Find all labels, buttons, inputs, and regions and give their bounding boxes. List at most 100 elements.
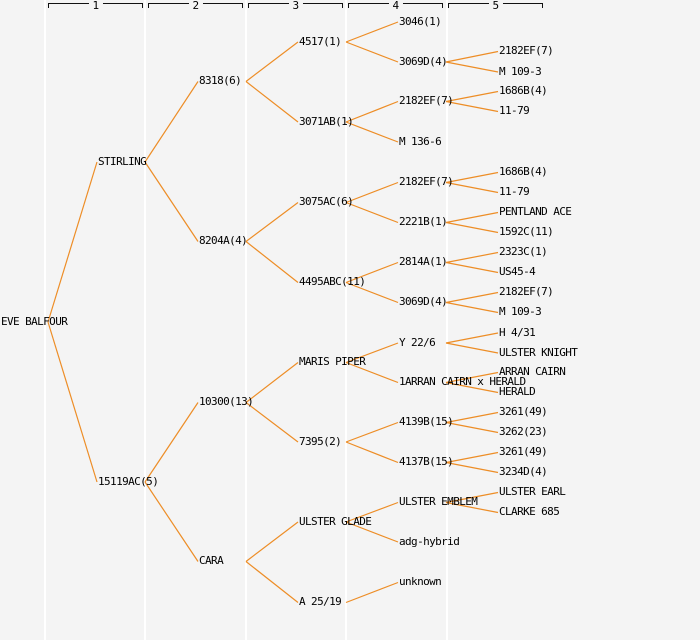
pedigree-edge — [245, 402, 299, 443]
pedigree-edge — [445, 61, 499, 73]
pedigree-edge — [445, 461, 499, 474]
ruler-bracket-gen-4: 4 — [348, 0, 443, 11]
tree-node-n1179-a[interactable]: 11-79 — [499, 104, 530, 117]
pedigree-edge — [445, 501, 499, 514]
tree-node-n2323c[interactable]: 2323C(1) — [499, 245, 548, 258]
tree-node-clarke-685[interactable]: CLARKE 685 — [499, 505, 560, 518]
pedigree-edge — [47, 321, 98, 483]
tree-node-n3261-b[interactable]: 3261(49) — [499, 445, 548, 458]
tree-node-h431[interactable]: H 4/31 — [499, 325, 536, 339]
tree-node-n2221b[interactable]: 2221B(1) — [399, 215, 448, 228]
tree-node-n1179-b[interactable]: 11-79 — [499, 185, 530, 198]
pedigree-edge — [345, 421, 399, 443]
pedigree-edge — [245, 241, 299, 283]
tree-node-ulster-knight[interactable]: ULSTER KNIGHT — [499, 345, 578, 359]
tree-node-n10300[interactable]: 10300(13) — [199, 395, 254, 408]
tree-node-herald[interactable]: HERALD — [499, 385, 536, 398]
ruler-bracket-gen-1: 1 — [48, 0, 143, 11]
pedigree-edge — [445, 181, 499, 194]
tree-node-maris-piper[interactable]: MARIS PIPER — [299, 355, 366, 368]
pedigree-edge — [345, 121, 399, 143]
pedigree-edge — [445, 100, 499, 113]
pedigree-edge — [345, 41, 399, 63]
pedigree-edge — [445, 411, 499, 424]
column-separator — [345, 0, 347, 640]
pedigree-edge — [445, 291, 499, 304]
pedigree-edge — [245, 41, 299, 82]
pedigree-edge — [245, 362, 299, 403]
tree-node-n4137b[interactable]: 4137B(15) — [399, 455, 454, 468]
tree-node-n2182ef-4a[interactable]: 2182EF(7) — [399, 94, 454, 107]
tree-node-n4139b[interactable]: 4139B(15) — [399, 415, 454, 428]
tree-node-y226[interactable]: Y 22/6 — [399, 335, 436, 349]
pedigree-edge — [345, 521, 399, 543]
pedigree-edge — [445, 491, 499, 504]
tree-node-ulster-earl[interactable]: ULSTER EARL — [499, 485, 566, 498]
tree-node-arran-cairn[interactable]: ARRAN CAIRN — [499, 365, 566, 378]
ruler-bracket-gen-5: 5 — [448, 0, 543, 11]
pedigree-edge — [445, 251, 499, 264]
pedigree-edge — [445, 342, 499, 354]
tree-node-n1686b-b[interactable]: 1686B(4) — [499, 165, 548, 178]
tree-node-us45-4[interactable]: US45-4 — [499, 265, 536, 278]
tree-node-m109-3b[interactable]: M 109-3 — [499, 305, 542, 318]
tree-node-n4517[interactable]: 4517(1) — [299, 34, 342, 48]
pedigree-edge — [345, 342, 399, 364]
tree-node-n3046[interactable]: 3046(1) — [399, 14, 442, 28]
tree-node-unknown[interactable]: unknown — [399, 575, 442, 588]
pedigree-edge — [445, 451, 499, 464]
tree-node-a2519[interactable]: A 25/19 — [299, 595, 342, 608]
pedigree-edge — [245, 561, 299, 603]
tree-node-eve-balfour[interactable]: EVE BALFOUR — [1, 314, 68, 328]
tree-node-n3069d-a[interactable]: 3069D(4) — [399, 54, 448, 68]
tree-node-n2182ef-4b[interactable]: 2182EF(7) — [399, 175, 454, 188]
tree-node-n2182ef-5b[interactable]: 2182EF(7) — [499, 285, 554, 298]
tree-node-stirling[interactable]: STIRLING — [98, 154, 147, 168]
tree-node-n3234d[interactable]: 3234D(4) — [499, 465, 548, 478]
pedigree-edge — [445, 171, 499, 184]
tree-node-cara[interactable]: CARA — [199, 554, 224, 567]
tree-node-n1592c[interactable]: 1592C(11) — [499, 225, 554, 238]
pedigree-edge — [445, 221, 499, 234]
tree-node-pentland-ace[interactable]: PENTLAND ACE — [499, 205, 572, 218]
column-separator — [144, 0, 146, 640]
pedigree-edge — [345, 100, 399, 123]
pedigree-edge — [345, 261, 399, 284]
tree-node-arran-x-herald[interactable]: 1ARRAN CAIRN x HERALD — [399, 375, 526, 388]
pedigree-edge — [445, 421, 499, 434]
tree-node-n1686b-a[interactable]: 1686B(4) — [499, 84, 548, 97]
column-separator — [446, 0, 448, 640]
pedigree-edge — [445, 381, 499, 394]
tree-node-n8318[interactable]: 8318(6) — [199, 74, 242, 87]
pedigree-edge — [345, 581, 399, 604]
tree-node-n3261-a[interactable]: 3261(49) — [499, 405, 548, 418]
tree-node-n3069d-b[interactable]: 3069D(4) — [399, 295, 448, 308]
tree-node-n7395[interactable]: 7395(2) — [299, 434, 342, 448]
pedigree-edge — [345, 181, 399, 204]
tree-node-ulster-glade[interactable]: ULSTER GLADE — [299, 514, 372, 528]
ruler-bracket-gen-3: 3 — [248, 0, 343, 11]
tree-node-n3071ab[interactable]: 3071AB(1) — [299, 114, 354, 128]
tree-node-n3075ac[interactable]: 3075AC(6) — [299, 195, 354, 208]
tree-node-n2814a[interactable]: 2814A(1) — [399, 255, 448, 268]
pedigree-edge — [445, 50, 499, 63]
tree-node-m136-6[interactable]: M 136-6 — [399, 134, 442, 148]
pedigree-edge — [345, 361, 399, 384]
tree-node-adg-hybrid[interactable]: adg-hybrid — [399, 534, 460, 548]
column-separator — [245, 0, 247, 640]
tree-node-n2182ef-5a[interactable]: 2182EF(7) — [499, 44, 554, 57]
pedigree-edge — [445, 371, 499, 384]
pedigree-edge — [345, 201, 399, 224]
ruler-generation-number: 3 — [288, 0, 303, 11]
tree-node-ulster-emblem[interactable]: ULSTER EMBLEM — [399, 495, 478, 508]
pedigree-edge — [445, 261, 499, 274]
pedigree-edge — [245, 202, 299, 242]
pedigree-edge — [345, 21, 399, 43]
tree-node-n8204a[interactable]: 8204A(4) — [199, 234, 248, 247]
tree-node-n4495abc[interactable]: 4495ABC(11) — [299, 275, 366, 288]
tree-node-m109-3a[interactable]: M 109-3 — [499, 64, 542, 78]
pedigree-edge — [47, 161, 98, 323]
tree-node-ac15119[interactable]: 15119AC(5) — [98, 474, 159, 488]
tree-node-n3262[interactable]: 3262(23) — [499, 425, 548, 438]
ruler-generation-number: 1 — [88, 0, 103, 11]
